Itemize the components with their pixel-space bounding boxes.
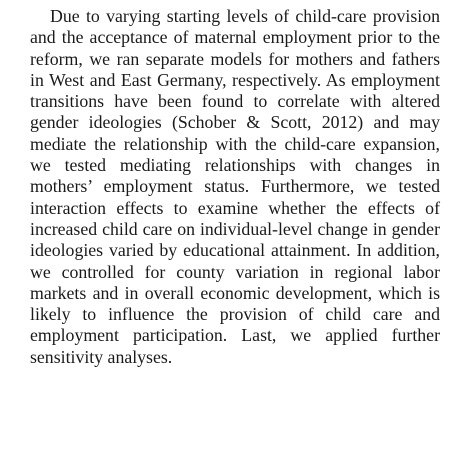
document-page: Due to varying starting levels of child-… (30, 6, 440, 368)
body-paragraph: Due to varying starting levels of child-… (30, 6, 440, 367)
